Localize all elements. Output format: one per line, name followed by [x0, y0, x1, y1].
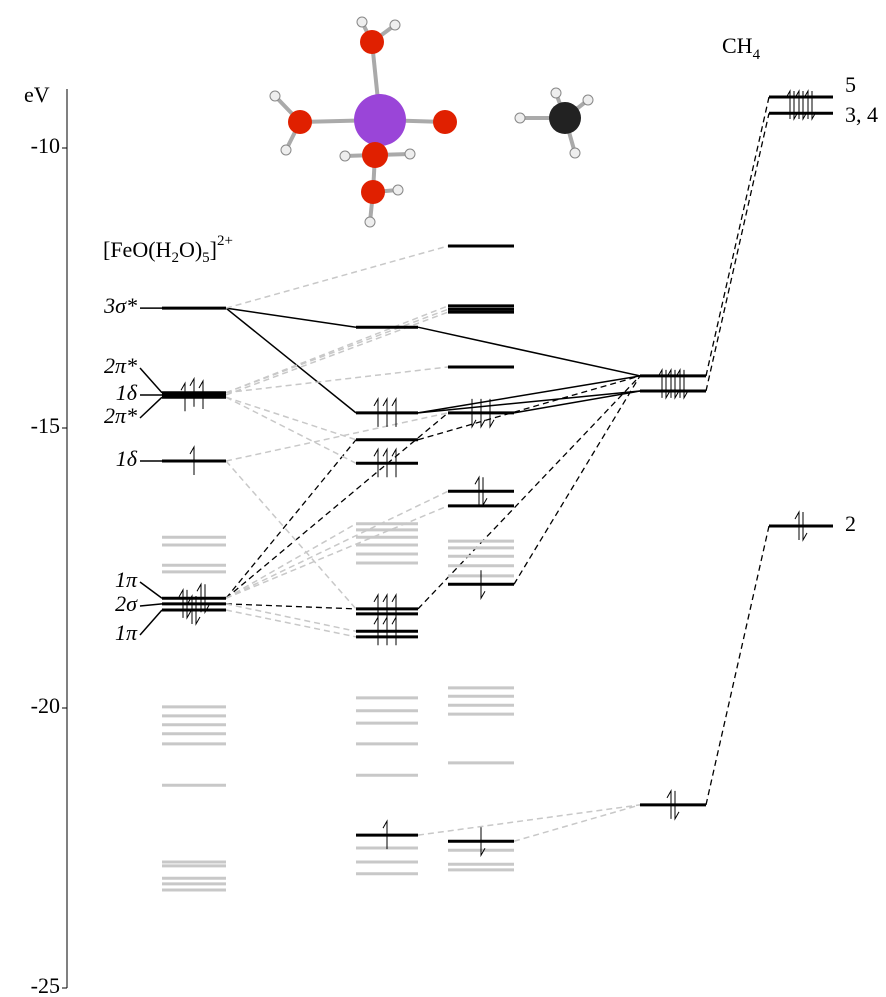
y-tick-label: -25	[31, 973, 60, 997]
level-label: 1δ	[116, 380, 138, 405]
connector	[226, 440, 356, 598]
connector	[706, 113, 769, 391]
electron-down	[812, 91, 816, 119]
level-label: 1δ	[116, 446, 138, 471]
connector	[706, 97, 769, 376]
electron-up	[795, 91, 799, 119]
label-part: [FeO(H	[103, 237, 172, 262]
label-part: ]	[210, 237, 217, 262]
label-leader	[140, 610, 162, 635]
electron-down	[684, 370, 688, 398]
electron-down	[794, 91, 798, 119]
connector	[226, 246, 448, 308]
electron-down	[666, 370, 670, 398]
connector	[226, 397, 356, 440]
ch4-label: CH4	[722, 33, 761, 63]
connector	[514, 805, 640, 841]
level-label: 2π*	[104, 353, 137, 378]
electron-up	[658, 370, 662, 398]
label-leader	[140, 397, 162, 418]
connector	[418, 327, 640, 376]
level-label: 2π*	[104, 403, 137, 428]
level-label: 3σ*	[103, 293, 137, 318]
level-label: 2	[845, 511, 856, 536]
label-part: CH	[722, 33, 753, 58]
connector	[514, 376, 640, 584]
electron-up	[804, 91, 808, 119]
y-axis-label: eV	[24, 82, 50, 107]
electron-up	[667, 370, 671, 398]
level-label: 2σ	[115, 591, 138, 616]
label-sub: 2	[171, 250, 179, 266]
connector	[226, 610, 356, 637]
label-leader	[140, 604, 162, 606]
label-leader	[140, 582, 162, 598]
label-leader	[140, 368, 162, 393]
label-part: O)	[179, 237, 202, 262]
molecule-ch4	[515, 88, 593, 158]
electron-up	[676, 370, 680, 398]
electron-down	[675, 370, 679, 398]
molecule-feo	[270, 17, 457, 227]
label-sup: 2+	[217, 233, 233, 249]
mo-diagram: eV [FeO(H2O)5]2+ CH4 -10-15-20-253σ*2π*1…	[0, 0, 886, 997]
y-tick-label: -15	[31, 413, 60, 438]
connector	[226, 524, 356, 598]
level-label: 1π	[115, 567, 138, 592]
level-label: 1π	[115, 620, 138, 645]
connector	[226, 604, 356, 609]
connector	[226, 506, 448, 598]
connector	[706, 526, 769, 805]
connector	[226, 397, 356, 463]
connector	[418, 805, 640, 835]
level-label: 5	[845, 72, 856, 97]
complex-label: [FeO(H2O)5]2+	[103, 233, 233, 266]
electron-down	[803, 91, 807, 119]
level-label: 3, 4	[845, 102, 878, 127]
electron-up	[786, 91, 790, 119]
y-tick-label: -10	[31, 133, 60, 158]
y-tick-label: -20	[31, 693, 60, 718]
label-sub: 4	[753, 47, 761, 63]
label-sub: 5	[202, 250, 210, 266]
